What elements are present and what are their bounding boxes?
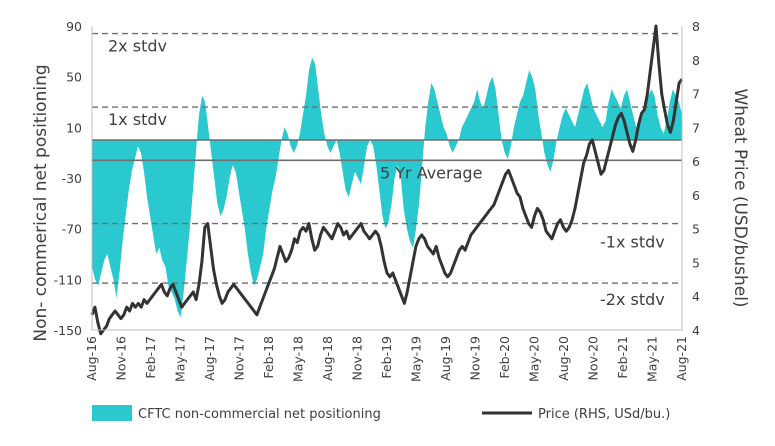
left-axis-title: Non- commerical net positioning: [31, 64, 51, 341]
right-tick-label: 8: [692, 19, 700, 34]
x-tick-label: May-18: [291, 336, 306, 382]
right-tick-label: 6: [692, 154, 700, 169]
x-tick-label: Aug-17: [202, 336, 217, 381]
price-line-layer: [90, 24, 684, 336]
legend-swatch-area: [92, 405, 132, 421]
x-tick-label: Feb-19: [379, 336, 394, 379]
positioning-area-layer: [92, 57, 682, 318]
reference-label: -1x stdv: [600, 233, 665, 252]
legend: CFTC non-commercial net positioning Price…: [92, 405, 670, 422]
positioning-area: [92, 57, 682, 318]
left-tick-label: -110: [54, 272, 82, 287]
right-tick-label: 7: [692, 120, 700, 135]
left-tick-label: 50: [66, 70, 82, 85]
x-tick-label: Aug-21: [674, 336, 689, 381]
x-tick-label: Aug-19: [438, 336, 453, 381]
reference-label: 5 Yr Average: [380, 163, 482, 182]
legend-label-area: CFTC non-commercial net positioning: [138, 407, 381, 422]
x-tick-label: Aug-18: [320, 336, 335, 381]
left-tick-label: 10: [66, 120, 82, 135]
left-tick-label: -70: [62, 222, 82, 237]
x-tick-label: May-17: [173, 336, 188, 382]
right-tick-label: 4: [692, 289, 700, 304]
reference-label: 2x stdv: [108, 37, 167, 56]
right-axis-title: Wheat Price (USD/bushel): [730, 88, 750, 307]
x-tick-label: Nov-17: [232, 336, 247, 380]
x-tick-label: Aug-16: [84, 336, 99, 381]
right-tick-label: 4: [692, 323, 700, 338]
right-tick-label: 5: [692, 255, 700, 270]
x-tick-label: Nov-20: [586, 336, 601, 381]
x-tick-label: Nov-19: [468, 336, 483, 381]
right-tick-label: 8: [692, 53, 700, 68]
right-tick-label: 7: [692, 87, 700, 102]
reference-lines: 2x stdv 1x stdv 5 Yr Average -1x stdv -2x st…: [92, 32, 682, 309]
reference-label: -2x stdv: [600, 290, 665, 309]
x-tick-label: May-19: [409, 336, 424, 382]
reference-label: 1x stdv: [108, 110, 167, 129]
x-tick-label: Feb-17: [143, 336, 158, 379]
right-tick-label: 6: [692, 188, 700, 203]
x-tick-label: Feb-21: [615, 336, 630, 379]
left-tick-label: 90: [66, 19, 82, 34]
axes: 90 50 10 -30 -70 -110 -150 8 8 7 7 6 6 5 5 4 4 Aug-16 Nov-…: [31, 19, 750, 382]
legend-label-line: Price (RHS, USd/bu.): [538, 407, 670, 422]
x-tick-label: Nov-16: [114, 336, 129, 381]
price-line: [90, 24, 684, 336]
x-tick-label: May-20: [527, 336, 542, 382]
left-tick-label: -150: [54, 323, 82, 338]
x-tick-label: Feb-18: [261, 336, 276, 379]
x-tick-label: Nov-18: [350, 336, 365, 381]
left-tick-label: -30: [62, 171, 82, 186]
right-tick-label: 5: [692, 222, 700, 237]
x-tick-label: Aug-20: [556, 336, 571, 381]
x-tick-label: May-21: [645, 336, 660, 382]
x-tick-label: Feb-20: [497, 336, 512, 379]
